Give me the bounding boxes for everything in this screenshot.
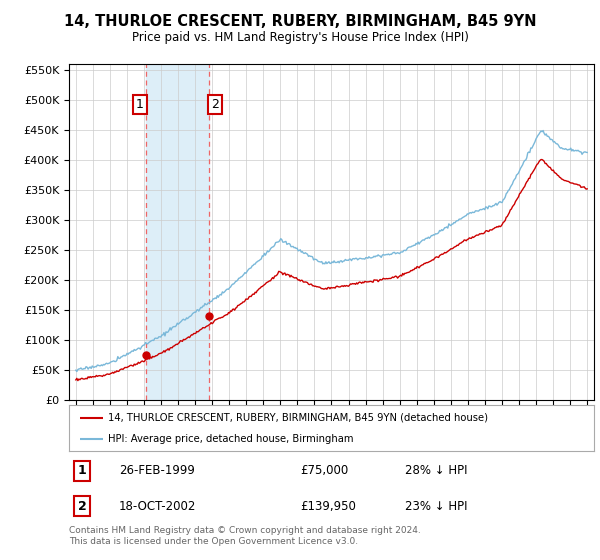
Text: Contains HM Land Registry data © Crown copyright and database right 2024.
This d: Contains HM Land Registry data © Crown c… [69, 526, 421, 546]
Text: £75,000: £75,000 [300, 464, 348, 477]
Bar [146, 64, 209, 400]
Text: 28% ↓ HPI: 28% ↓ HPI [405, 464, 467, 477]
Text: Price paid vs. HM Land Registry's House Price Index (HPI): Price paid vs. HM Land Registry's House … [131, 31, 469, 44]
Text: 2: 2 [211, 98, 219, 111]
Text: HPI: Average price, detached house, Birmingham: HPI: Average price, detached house, Birm… [109, 435, 354, 444]
Text: 14, THURLOE CRESCENT, RUBERY, BIRMINGHAM, B45 9YN: 14, THURLOE CRESCENT, RUBERY, BIRMINGHAM… [64, 14, 536, 29]
Text: 18-OCT-2002: 18-OCT-2002 [119, 500, 196, 513]
Text: 23% ↓ HPI: 23% ↓ HPI [405, 500, 467, 513]
Text: £139,950: £139,950 [300, 500, 356, 513]
Text: 1: 1 [78, 464, 86, 477]
Text: 26-FEB-1999: 26-FEB-1999 [119, 464, 195, 477]
Text: 1: 1 [136, 98, 144, 111]
Text: 2: 2 [78, 500, 86, 513]
Text: 14, THURLOE CRESCENT, RUBERY, BIRMINGHAM, B45 9YN (detached house): 14, THURLOE CRESCENT, RUBERY, BIRMINGHAM… [109, 413, 488, 423]
